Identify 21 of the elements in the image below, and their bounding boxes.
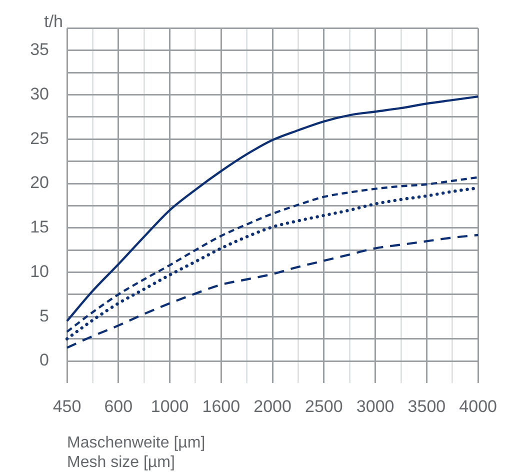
y-tick-label: 0: [40, 350, 49, 370]
x-axis-title: Maschenweite [µm] Mesh size [µm]: [67, 434, 206, 471]
y-tick-label: 25: [30, 128, 49, 148]
line-series: [66, 234, 480, 349]
x-tick-label: 3000: [356, 397, 394, 416]
x-tick-label: 1000: [150, 397, 189, 416]
y-tick-label: 20: [30, 173, 49, 192]
x-tick-label: 2500: [305, 397, 343, 416]
y-tick-label: 15: [30, 218, 49, 237]
x-tick-label: 4000: [459, 397, 498, 416]
line-series: [66, 95, 480, 322]
y-axis-title: t/h: [44, 12, 63, 31]
x-tick-label: 2000: [254, 397, 292, 416]
x-tick-label: 450: [52, 397, 82, 416]
y-tick-label: 5: [40, 306, 49, 326]
y-tick-label: 30: [30, 84, 49, 104]
x-tick-label: 1600: [202, 397, 240, 416]
y-tick-label: 35: [30, 40, 49, 60]
x-tick-label: 600: [104, 397, 133, 416]
x-tick-label: 3500: [408, 397, 446, 416]
y-tick-label: 10: [30, 262, 49, 281]
